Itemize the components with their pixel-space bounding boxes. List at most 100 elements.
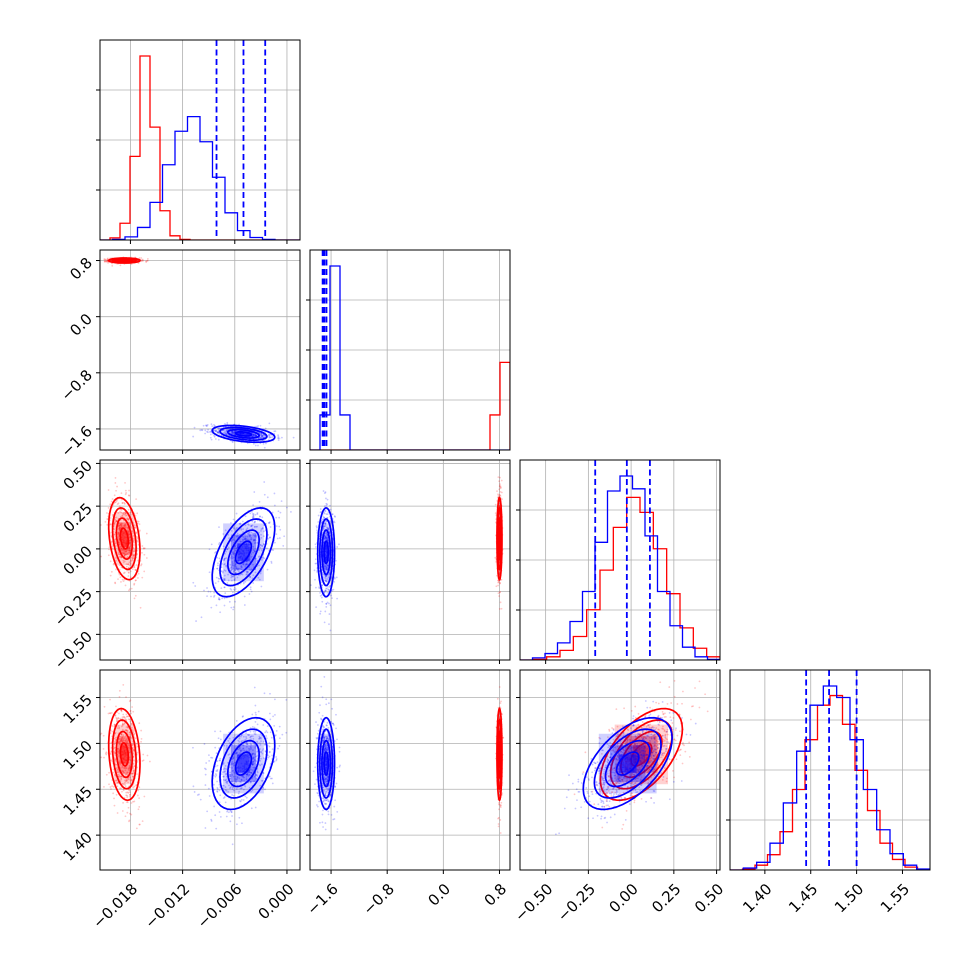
- contour-series-0: [111, 719, 137, 790]
- contour-series-0: [107, 257, 141, 264]
- plot-area: [103, 256, 295, 449]
- plot-area: [100, 466, 300, 622]
- contour-series-1: [321, 739, 332, 788]
- panel-2-1: [306, 459, 511, 664]
- x-tick-label: 0.8: [481, 880, 511, 910]
- histogram-series-1: [310, 265, 510, 450]
- histogram-series-1: [520, 475, 720, 660]
- x-tick-label: 0.000: [255, 880, 298, 923]
- panel-frame: [99, 249, 301, 451]
- x-tick-label: 0.00: [606, 880, 642, 916]
- plot-area: [100, 683, 288, 846]
- y-tick-label: 0.0: [66, 310, 96, 340]
- panel-3-0: −0.018 −0.012 −0.006 0.000 1.40 1.45 1.50 1.55: [60, 669, 301, 932]
- contour-series-1: [226, 428, 261, 439]
- contour-series-1: [211, 424, 276, 444]
- density-series-1: [320, 733, 332, 794]
- contour-series-0: [115, 730, 134, 779]
- y-tick-label: −0.8: [58, 366, 96, 404]
- panel-3-1: −1.6 −0.8 0.0 0.8: [303, 669, 511, 919]
- y-tick-label: 1.55: [60, 691, 96, 727]
- x-tick-label: 1.45: [785, 880, 821, 916]
- histogram-series-1: [730, 685, 930, 870]
- y-tick-label: 1.40: [60, 828, 96, 864]
- plot-area: [310, 476, 504, 632]
- density-series-1: [320, 523, 332, 582]
- contour-series-1: [234, 540, 253, 565]
- y-tick-label: −1.6: [58, 422, 96, 460]
- panel-frame: [99, 669, 301, 871]
- plot-area: [554, 680, 709, 836]
- plot-area: [312, 676, 505, 834]
- panel-1-0: −1.6 −0.8 0.0 0.8: [58, 249, 301, 461]
- histogram-series-0: [730, 694, 930, 870]
- plot-area: [730, 670, 930, 870]
- contour-series-1: [604, 739, 651, 788]
- x-tick-label: 1.55: [877, 880, 913, 916]
- x-tick-label: 0.50: [691, 880, 727, 916]
- contour-series-0: [107, 707, 141, 802]
- contour-series-1: [219, 426, 268, 442]
- contour-series-0: [496, 496, 503, 581]
- contour-series-0: [107, 496, 141, 581]
- x-tick-label: −0.012: [141, 880, 193, 932]
- contour-series-1: [316, 506, 336, 598]
- y-tick-label: 1.45: [60, 783, 96, 819]
- contour-series-1: [316, 716, 336, 811]
- contour-series-1: [615, 751, 640, 776]
- contour-series-1: [323, 540, 330, 565]
- contour-series-1: [318, 728, 334, 799]
- contour-series-1: [219, 728, 268, 799]
- x-tick-label: −0.018: [89, 880, 141, 932]
- contour-series-1: [318, 518, 334, 587]
- panel-3-3: 1.40 1.45 1.50 1.55: [726, 669, 931, 916]
- panel-3-2: −0.50−0.25 0.00 0.25 0.50: [511, 669, 727, 925]
- y-tick-label: −0.25: [51, 585, 96, 630]
- contour-series-0: [115, 517, 134, 561]
- contour-series-1: [211, 716, 276, 811]
- contour-series-1: [234, 751, 253, 776]
- panel-frame: [309, 459, 511, 661]
- y-tick-label: −0.50: [51, 628, 96, 673]
- x-tick-label: 0.25: [648, 880, 684, 916]
- panel-frame: [519, 669, 721, 871]
- panel-2-2: [516, 459, 721, 664]
- plot-area: [310, 250, 510, 450]
- y-tick-label: 0.50: [60, 457, 96, 493]
- contour-series-1: [226, 739, 260, 788]
- x-tick-label: −1.6: [303, 880, 341, 918]
- y-tick-label: 1.50: [60, 737, 96, 773]
- y-tick-label: 0.25: [60, 499, 96, 535]
- contour-series-1: [582, 716, 673, 811]
- x-tick-label: 1.50: [831, 880, 867, 916]
- x-tick-label: −0.8: [359, 880, 397, 918]
- histogram-series-0: [310, 361, 510, 450]
- contour-series-1: [226, 529, 260, 576]
- x-tick-label: −0.25: [554, 880, 599, 925]
- histogram-series-0: [520, 496, 720, 660]
- x-tick-label: 0.0: [424, 880, 454, 910]
- panel-frame: [309, 669, 511, 871]
- x-tick-label: 1.40: [739, 880, 775, 916]
- contour-series-0: [599, 707, 684, 802]
- plot-area: [520, 460, 720, 660]
- contour-series-1: [321, 529, 332, 576]
- y-tick-label: 0.00: [60, 542, 96, 578]
- contour-series-0: [609, 719, 673, 790]
- panel-frame: [99, 459, 301, 661]
- contour-series-1: [219, 518, 268, 587]
- panel-2-0: −0.50−0.25 0.00 0.25 0.50: [51, 457, 301, 673]
- panel-1-1: [306, 249, 511, 454]
- y-tick-label: 0.8: [66, 254, 96, 284]
- contour-series-1: [323, 751, 330, 776]
- contour-series-1: [211, 507, 276, 598]
- contour-series-0: [496, 707, 503, 802]
- x-tick-label: −0.006: [194, 880, 246, 932]
- histogram-series-0: [100, 55, 300, 240]
- density-series-1: [223, 428, 264, 440]
- contour-series-0: [119, 742, 130, 767]
- x-tick-label: −0.50: [511, 880, 556, 925]
- contour-series-1: [234, 430, 253, 437]
- contour-series-1: [593, 728, 662, 799]
